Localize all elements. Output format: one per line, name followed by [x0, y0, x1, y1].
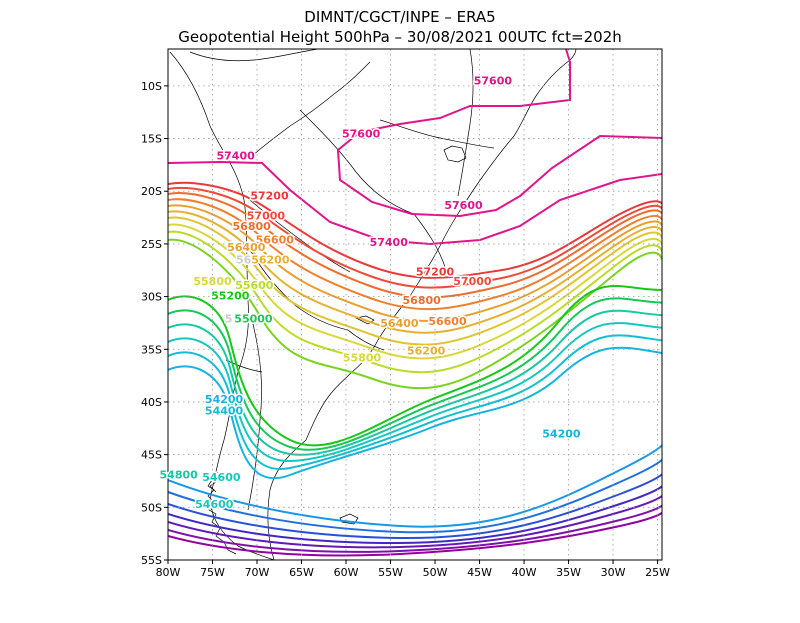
contour-54600 — [168, 322, 662, 463]
lat-label: 30S — [141, 291, 162, 304]
contour-54800 — [168, 309, 662, 456]
lat-label: 15S — [141, 133, 162, 146]
contour-55400 — [168, 238, 662, 390]
contour-label: 56800 — [403, 294, 442, 307]
lon-label: 65W — [289, 566, 314, 579]
lat-label: 45S — [141, 449, 162, 462]
map-frame — [167, 48, 663, 561]
lat-label: 50S — [141, 501, 162, 514]
lat-label: 25S — [141, 238, 162, 251]
gridlines — [168, 49, 662, 560]
contour-lines — [168, 49, 662, 557]
contour-57200 — [168, 181, 662, 279]
lon-label: 25W — [645, 566, 670, 579]
contour-55000 — [168, 297, 662, 451]
contour-label: 55800 — [343, 352, 382, 365]
lon-label: 50W — [423, 566, 448, 579]
contour-label: 56800 — [233, 220, 272, 233]
lon-label: 40W — [512, 566, 537, 579]
contour-label: 56400 — [227, 241, 266, 254]
contour-label: 57600 — [474, 75, 513, 88]
contour-55800 — [168, 223, 662, 360]
contour-label: 57000 — [247, 209, 286, 222]
lat-label: 55S — [141, 554, 162, 567]
title-line-1: DIMNT/CGCT/INPE – ERA5 — [304, 8, 495, 26]
contour-56600 — [168, 198, 662, 311]
contour-53600 — [168, 468, 662, 540]
contour-53000 — [168, 500, 662, 553]
contour-56000 — [168, 216, 662, 346]
contour-57400 — [168, 160, 662, 246]
contour-label: 57200 — [416, 265, 455, 278]
contour-label: 56 — [236, 254, 252, 267]
contour-label: 56400 — [380, 317, 419, 330]
contour-label: 55800 — [193, 275, 232, 288]
contour-label: 5 — [225, 313, 233, 326]
contour-label: 57200 — [250, 189, 289, 202]
contour-label: 55600 — [235, 279, 274, 292]
contour-54000 — [168, 440, 662, 528]
contour-57000 — [168, 187, 662, 289]
contour-label: 55000 — [234, 313, 273, 326]
contour-label: 57600 — [444, 199, 483, 212]
contour-label: 54200 — [542, 428, 581, 441]
lon-label: 80W — [156, 566, 181, 579]
contour-label: 56200 — [407, 344, 446, 357]
lon-label: 55W — [378, 566, 403, 579]
contour-55200 — [168, 285, 662, 447]
contour-54400 — [168, 334, 662, 471]
title-line-2: Geopotential Height 500hPa – 30/08/2021 … — [178, 28, 622, 46]
contour-label: 57400 — [370, 236, 409, 249]
contour-label: 54200 — [205, 393, 244, 406]
contour-label: 56600 — [428, 315, 467, 328]
lon-label: 30W — [601, 566, 626, 579]
contour-54200 — [168, 346, 662, 480]
lon-label: 35W — [556, 566, 581, 579]
contour-53800 — [168, 454, 662, 534]
contour-label: 54600 — [202, 471, 241, 484]
contour-label: 57600 — [342, 127, 381, 140]
contour-label: 54400 — [205, 404, 244, 417]
contour-57600 — [336, 49, 662, 218]
contour-53200 — [168, 490, 662, 549]
lon-label: 75W — [200, 566, 225, 579]
lat-label: 20S — [141, 185, 162, 198]
contour-label: 54600 — [195, 498, 234, 511]
contour-label: 56200 — [251, 254, 290, 267]
contour-56200 — [168, 210, 662, 334]
lon-label: 45W — [467, 566, 492, 579]
contour-55600 — [168, 230, 662, 374]
contour-label: 56600 — [256, 234, 295, 247]
contour-label: 55200 — [211, 290, 250, 303]
lon-label: 60W — [334, 566, 359, 579]
lat-label: 10S — [141, 80, 162, 93]
contour-labels: 5760057600576005740057400572005720057000… — [158, 73, 582, 513]
contour-label: 54800 — [160, 469, 199, 482]
lat-label: 35S — [141, 343, 162, 356]
lon-label: 70W — [245, 566, 270, 579]
contour-53400 — [168, 480, 662, 545]
contour-label: 57000 — [453, 275, 492, 288]
lat-label: 40S — [141, 396, 162, 409]
contour-52800 — [168, 507, 662, 557]
contour-56800 — [168, 192, 662, 299]
contour-label: 57400 — [217, 149, 256, 162]
contour-56400 — [168, 204, 662, 322]
